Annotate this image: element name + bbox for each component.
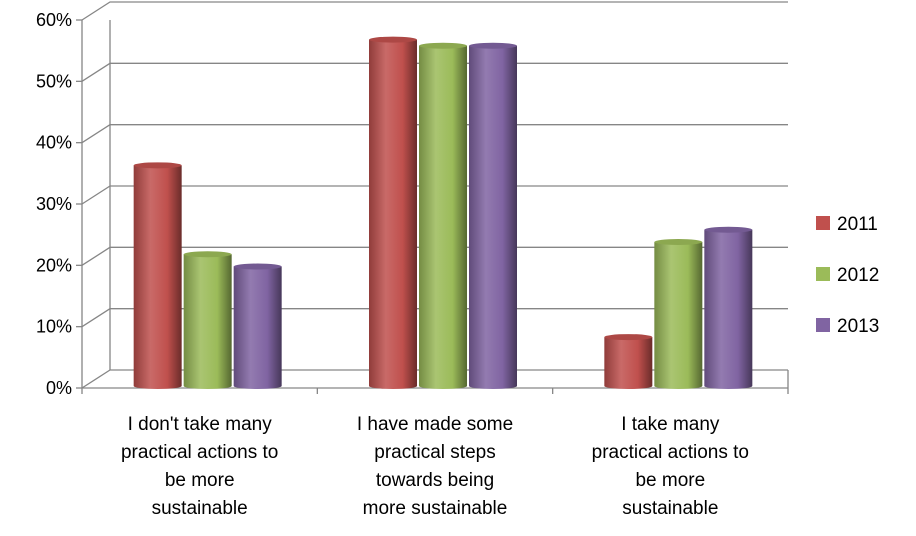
bar-2013 [233,263,282,389]
y-tick-label: 20% [36,255,72,275]
bar-2013 [469,42,517,389]
x-category-label: I don't take many [128,414,273,435]
legend-swatch-2011 [816,216,830,230]
bar-2011 [369,36,417,389]
bar-2011 [604,334,653,389]
y-tick-label: 0% [46,378,72,398]
bar-2012 [419,42,467,389]
x-category-label: be more [165,470,235,491]
x-category-label: practical actions to [121,442,278,463]
legend-label-2013: 2013 [837,316,879,337]
bar-2012 [183,251,232,389]
x-category-label: more sustainable [363,498,508,519]
x-category-label: I have made some [357,414,513,435]
legend: 2011 2012 2013 [816,214,879,337]
bars [133,36,753,389]
x-category-label: sustainable [622,498,718,519]
x-category-label: towards being [376,470,494,491]
gridline [81,1,788,21]
x-category-label: be more [635,470,705,491]
y-tick-labels: 0% 10% 20% 30% 40% 50% 60% [36,10,72,398]
bar-2012 [654,239,703,389]
y-tick-label: 30% [36,194,72,214]
y-tick-label: 50% [36,71,72,91]
legend-label-2011: 2011 [837,214,878,235]
legend-label-2012: 2012 [837,265,879,286]
x-category-label: practical steps [374,442,495,463]
y-tick-label: 40% [36,133,72,153]
x-category-label: sustainable [152,498,248,519]
y-tick-label: 10% [36,317,72,337]
legend-swatch-2013 [816,318,830,332]
bar-2011 [133,162,182,389]
x-category-label: I take many [621,414,720,435]
legend-swatch-2012 [816,267,830,281]
bar-2013 [704,226,753,389]
x-category-label: practical actions to [592,442,749,463]
y-tick-label: 60% [36,10,72,30]
x-category-labels: I don't take many practical actions to be … [121,414,749,519]
